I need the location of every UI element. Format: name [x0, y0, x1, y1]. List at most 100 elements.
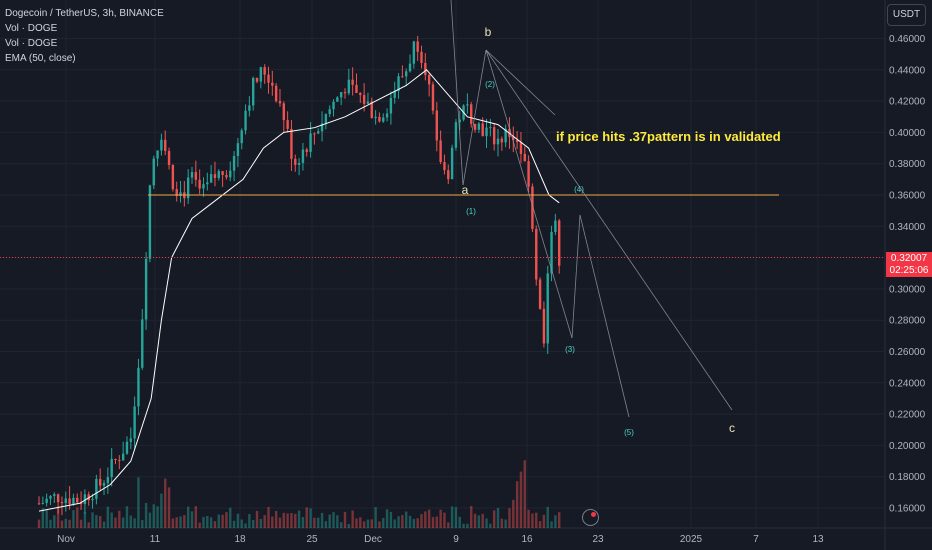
volume-bar [294, 513, 297, 528]
volume-bar [450, 506, 454, 528]
candle-body [328, 109, 331, 115]
candle-body [366, 101, 370, 104]
volume-bar [424, 511, 427, 528]
volume-bar [179, 516, 182, 528]
volume-bar [164, 478, 167, 528]
ema-indicator[interactable]: EMA (50, close) [5, 53, 76, 64]
symbol-title[interactable]: Dogecoin / TetherUS, 3h, BINANCE [5, 8, 164, 19]
volume-bar [382, 518, 385, 528]
candle-body [221, 171, 224, 176]
volume-bar [485, 518, 488, 528]
price-tick-label: 0.16000 [889, 504, 926, 515]
volume-bar [538, 521, 542, 528]
candle-body [500, 138, 504, 143]
candle-body [558, 220, 561, 266]
candle-body [519, 142, 523, 154]
candle-body [171, 164, 175, 190]
candle-body [194, 172, 198, 180]
candle-body [523, 153, 526, 162]
candle-body [550, 232, 553, 274]
candle-body [60, 502, 64, 504]
wave-label: b [485, 25, 492, 39]
wave-labels: a b c (1) (2) (3) (4) (5) [462, 25, 735, 437]
volume-bar [416, 518, 419, 528]
volume-bar [102, 521, 106, 528]
candle-body [209, 174, 213, 183]
volume-bar [435, 516, 438, 528]
volume-bar [37, 519, 41, 528]
candle-countdown: 02:25:06 [889, 265, 929, 276]
volume-bar [125, 506, 129, 528]
volume-bar [531, 513, 534, 528]
volume-bar [397, 516, 400, 528]
volume-indicator-2[interactable]: Vol · DOGE [5, 38, 58, 49]
candle-body [515, 139, 519, 143]
candle-body [317, 131, 320, 134]
trend-lines[interactable] [450, 0, 733, 418]
candle-body [324, 114, 328, 124]
volume-bar [408, 515, 412, 528]
time-tick-label: 2025 [680, 534, 703, 545]
volume-bar [343, 511, 347, 528]
volume-bar [550, 521, 553, 528]
candle-body [443, 161, 446, 171]
candle-body [305, 149, 308, 152]
volume-bar [278, 517, 282, 528]
candle-body [167, 150, 171, 165]
volume-bar [362, 521, 366, 528]
price-tick-label: 0.30000 [889, 284, 926, 295]
candle-body [236, 143, 240, 156]
volume-bar [320, 512, 324, 528]
candle-body [297, 162, 301, 165]
candle-body [137, 367, 140, 407]
candle-body [339, 92, 343, 98]
candle-body [424, 62, 427, 75]
time-tick-label: 7 [753, 534, 759, 545]
price-tick-label: 0.36000 [889, 191, 926, 202]
volume-bar [87, 522, 90, 528]
volume-bar [470, 506, 473, 528]
volume-bar [167, 487, 171, 528]
annotation-text: if price hits .37pattern is in validated [556, 129, 781, 144]
volume-bar [137, 477, 140, 528]
volume-bar [68, 519, 71, 528]
candle-body [336, 97, 339, 102]
volume-bar [240, 519, 243, 528]
candle-body [301, 149, 305, 163]
volume-bar [512, 499, 515, 528]
volume-bar [248, 514, 251, 528]
volume-bar [209, 517, 213, 528]
candle-body [190, 172, 194, 178]
candle-body [156, 150, 159, 159]
candle-body [64, 498, 67, 504]
volume-bar [129, 515, 132, 528]
time-tick-label: 9 [453, 534, 459, 545]
volume-bar [546, 506, 549, 528]
volume-indicator-1[interactable]: Vol · DOGE [5, 23, 58, 34]
volume-bar [95, 515, 98, 528]
live-indicator-icon[interactable] [582, 509, 599, 526]
candle-body [496, 138, 500, 145]
volume-bar [301, 517, 305, 528]
volume-bar [45, 509, 48, 528]
candle-body [148, 185, 152, 259]
volume-bar [198, 522, 201, 528]
currency-button[interactable]: USDT [887, 4, 926, 26]
time-tick-label: 13 [812, 534, 824, 545]
candle-body [454, 122, 458, 148]
volume-bar [91, 512, 94, 528]
time-axis[interactable]: Nov 11 18 25 Dec 9 16 23 2025 7 13 [57, 534, 824, 545]
volume-bar [232, 520, 236, 528]
price-tick-label: 0.28000 [889, 316, 926, 327]
candle-body [282, 103, 285, 121]
candle-body [412, 41, 416, 64]
candle-body [248, 105, 251, 111]
candle-body [271, 82, 274, 86]
candle-body [450, 147, 454, 180]
candle-body [68, 498, 71, 505]
volume-bar [458, 516, 461, 528]
candle-body [378, 116, 381, 122]
price-tick-label: 0.22000 [889, 410, 926, 421]
